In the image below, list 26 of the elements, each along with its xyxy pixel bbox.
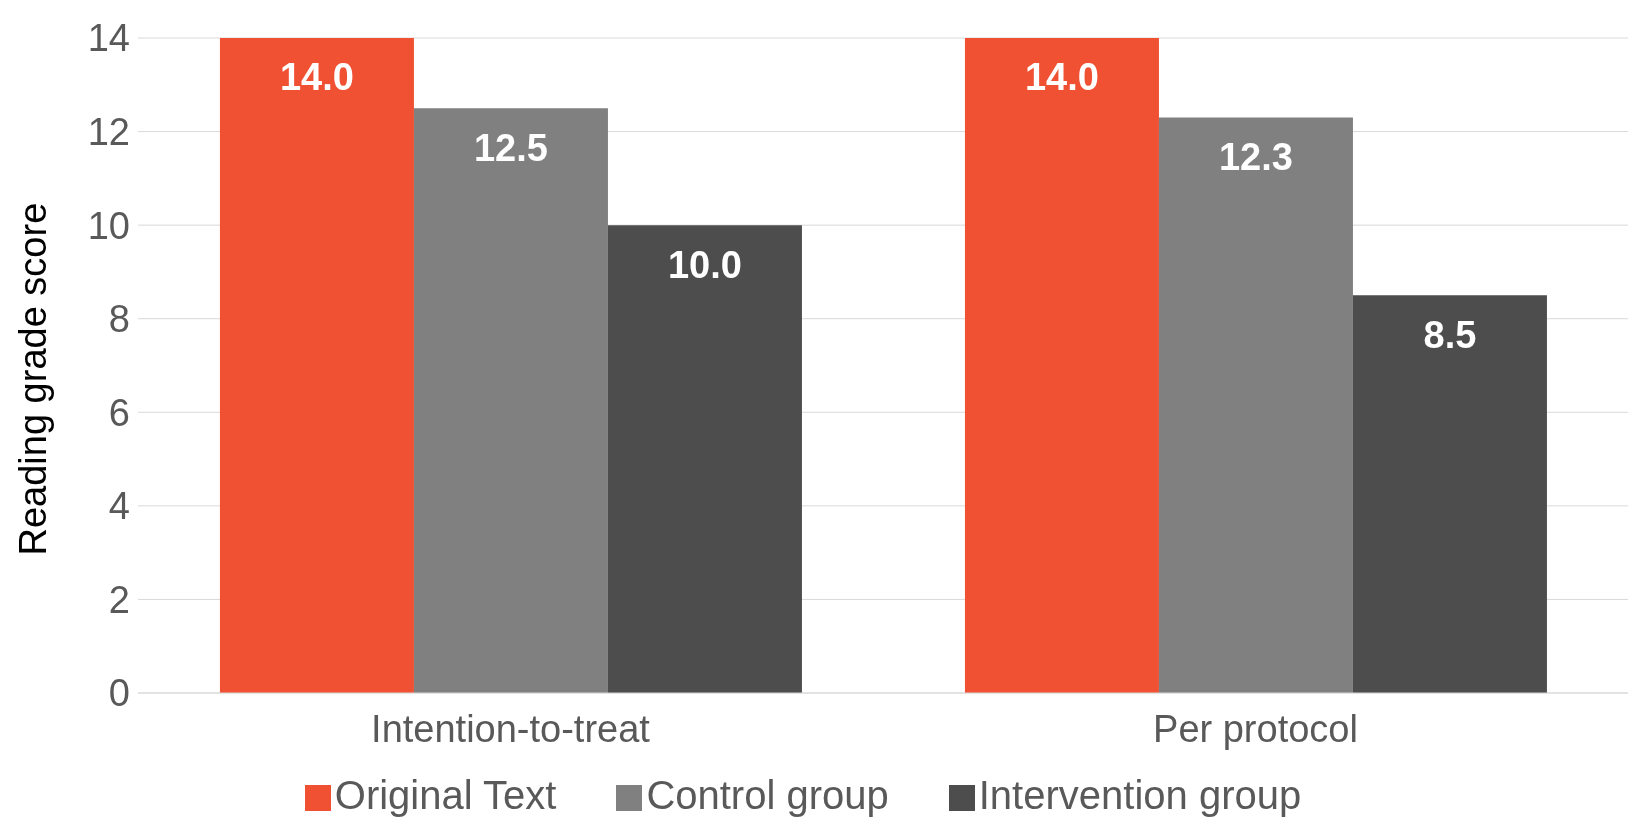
data-label: 10.0 xyxy=(667,243,742,286)
bar xyxy=(1158,117,1353,693)
data-label: 12.5 xyxy=(473,126,548,169)
x-tick-label: Per protocol xyxy=(1153,707,1358,750)
data-label: 14.0 xyxy=(1024,56,1099,99)
y-tick-label: 2 xyxy=(108,578,130,621)
data-label: 14.0 xyxy=(279,56,354,99)
bar xyxy=(413,108,608,693)
y-tick-label: 12 xyxy=(87,111,130,154)
y-tick-label: 10 xyxy=(87,204,130,247)
bar xyxy=(1352,295,1547,693)
legend-label: Control group xyxy=(646,773,889,817)
y-tick-label: 4 xyxy=(108,485,130,528)
y-tick-label: 14 xyxy=(87,17,130,60)
bar xyxy=(219,38,414,693)
bar xyxy=(964,38,1159,693)
data-label: 12.3 xyxy=(1218,135,1293,178)
legend-label: Original Text xyxy=(334,773,557,817)
y-tick-label: 8 xyxy=(108,298,130,341)
x-tick-label: Intention-to-treat xyxy=(371,707,651,750)
y-axis-title: Reading grade score xyxy=(12,202,55,556)
bar xyxy=(607,225,802,693)
y-tick-label: 6 xyxy=(108,391,130,434)
data-label: 8.5 xyxy=(1423,313,1477,356)
legend-label: Intervention group xyxy=(978,773,1302,817)
y-tick-label: 0 xyxy=(108,672,130,715)
